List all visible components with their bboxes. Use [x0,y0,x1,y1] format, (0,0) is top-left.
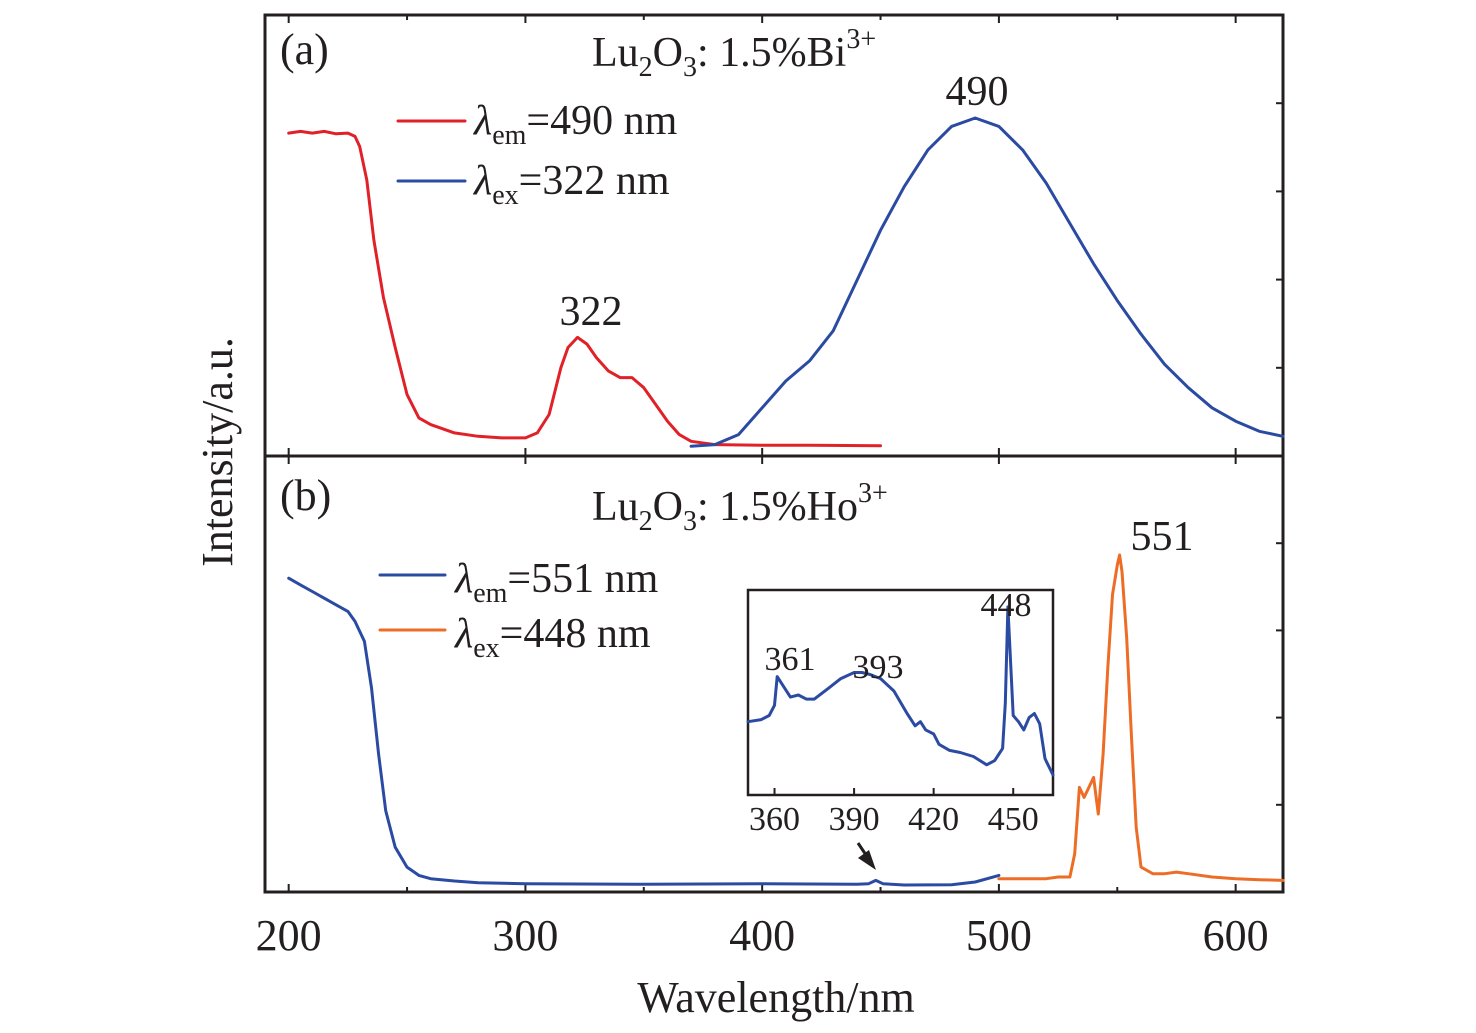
series-line-b-ex [997,553,1285,882]
panel-b-letter: (b) [280,471,331,520]
series-line-a-ex [689,116,1285,448]
panel-a-title: Lu2O3: 1.5%Bi3+ [592,24,876,83]
x-tick-label: 600 [1203,911,1269,960]
inset-series-line [746,605,1055,777]
x-tick-label: 400 [729,911,795,960]
legend-b-2-label: λex=448 nm [453,611,651,664]
legend-a-1-label: λem=490 nm [472,98,678,151]
inset-x-tick-label: 450 [988,801,1039,838]
legend-b-1-label: λem=551 nm [453,556,659,609]
panel-b-frame [263,454,1285,894]
panel-a-letter: (a) [280,25,329,74]
x-tick-labels: 200 300 400 500 600 [256,911,1269,960]
x-axis-label: Wavelength/nm [637,973,915,1022]
inset-peak-label-448: 448 [981,587,1032,624]
inset-peak-label-361: 361 [765,641,816,678]
inset-x-tick-label: 420 [908,801,959,838]
inset-x-tick-labels: 360 390 420 450 [749,801,1039,838]
panel-a-curves [287,116,1285,448]
tick-marks [287,15,1283,892]
series-line-a-em [287,129,882,448]
panel-b-curves [287,553,1285,887]
inset-x-tick-label: 360 [749,801,800,838]
x-tick-label: 200 [256,911,322,960]
inset-curves [746,605,1055,777]
inset-pointer-arrow [856,842,876,870]
inset-frame [746,588,1055,797]
series-line-b-em [287,576,1001,887]
x-tick-label: 300 [492,911,558,960]
x-tick-label: 500 [966,911,1032,960]
peak-label-551: 551 [1131,514,1194,560]
inset-peak-label-393: 393 [853,649,904,686]
panel-a-frame [263,13,1285,458]
inset-x-tick-label: 390 [829,801,880,838]
legend-a-2-label: λex=322 nm [472,158,670,211]
y-axis-label: Intensity/a.u. [193,337,242,567]
panel-b-title: Lu2O3: 1.5%Ho3+ [592,478,888,537]
peak-label-322: 322 [560,289,623,335]
peak-label-490: 490 [946,69,1009,115]
